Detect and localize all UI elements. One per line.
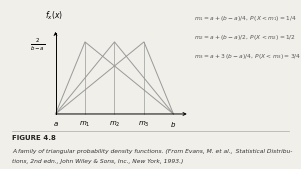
Text: $m_1 = a + (b-a)/4,\, P\,(X < m_1) = 1/4$: $m_1 = a + (b-a)/4,\, P\,(X < m_1) = 1/4… bbox=[194, 14, 296, 22]
Text: $m_2 = a + (b-a)/2,\, P\,(X < m_2) = 1/2$: $m_2 = a + (b-a)/2,\, P\,(X < m_2) = 1/2… bbox=[194, 33, 296, 42]
Text: A family of triangular probability density functions. (From Evans, M. et al.,  S: A family of triangular probability densi… bbox=[12, 149, 292, 154]
Text: $m_3 = a + 3\,(b-a)/4,\, P\,(X < m_3) = 3/4$: $m_3 = a + 3\,(b-a)/4,\, P\,(X < m_3) = … bbox=[194, 52, 301, 61]
Text: FIGURE 4.8: FIGURE 4.8 bbox=[12, 135, 56, 141]
Text: tions, 2nd edn., John Wiley & Sons, Inc., New York, 1993.): tions, 2nd edn., John Wiley & Sons, Inc.… bbox=[12, 159, 183, 164]
Text: $f_x(x)$: $f_x(x)$ bbox=[45, 9, 63, 22]
